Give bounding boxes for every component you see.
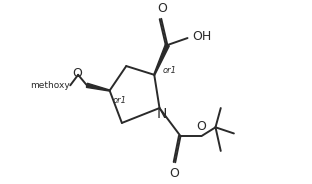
Polygon shape	[154, 44, 169, 75]
Text: O: O	[197, 120, 207, 133]
Text: O: O	[72, 67, 82, 80]
Text: N: N	[156, 107, 167, 121]
Text: O: O	[169, 167, 179, 180]
Text: methoxy: methoxy	[30, 81, 69, 90]
Polygon shape	[86, 83, 110, 91]
Text: OH: OH	[193, 30, 212, 43]
Text: O: O	[157, 2, 167, 15]
Text: or1: or1	[162, 66, 176, 75]
Text: or1: or1	[112, 96, 126, 105]
